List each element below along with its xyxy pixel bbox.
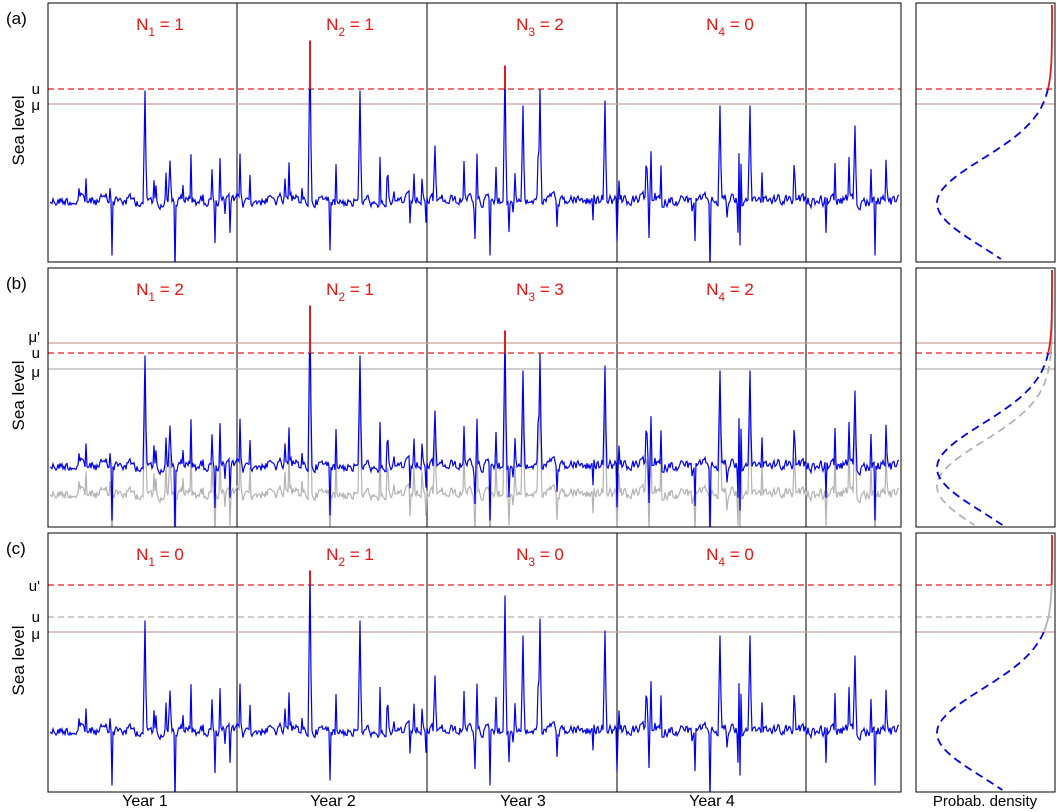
reference-series-line (49, 333, 900, 527)
threshold-label-3: μ (31, 364, 40, 381)
panel-1: uμ (a) Sea level N1 = 1 N2 = 1 N3 = 2 N4 = 0 (6, 2, 1056, 263)
x-axis: Year 1 Year 2 Year 3 Year 4 Probab. dens… (122, 793, 1037, 810)
threshold-label-1: u (32, 81, 40, 98)
density-tail-curve (1047, 5, 1053, 90)
threshold-label-1: μ' (28, 329, 40, 346)
year-count-4: N4 = 2 (706, 280, 754, 304)
sea-level-series-line (49, 305, 900, 527)
density-tail-curve (1047, 270, 1053, 353)
threshold-label-2: u (32, 345, 40, 362)
density-frame (915, 267, 1056, 528)
sea-level-series-line (49, 40, 900, 262)
year-count-2: N2 = 1 (326, 545, 374, 569)
year-count-4: N4 = 0 (706, 15, 754, 39)
y-axis-label: Sea level (9, 626, 28, 696)
sea-level-series-line (49, 570, 900, 792)
year-count-1: N1 = 2 (136, 280, 184, 304)
x-tick-label-year-2: Year 2 (310, 793, 356, 810)
year-count-1: N1 = 1 (136, 15, 184, 39)
x-tick-label-year-3: Year 3 (500, 793, 546, 810)
time-series-frame (47, 2, 902, 263)
threshold-label-2: μ (31, 97, 40, 114)
year-count-2: N2 = 1 (326, 280, 374, 304)
density-middle-curve (1043, 584, 1053, 632)
panel-label: (b) (6, 274, 27, 293)
reference-density-body (936, 352, 1052, 526)
time-series-frame (47, 532, 902, 793)
density-xlabel: Probab. density (933, 793, 1038, 810)
year-count-1: N1 = 0 (136, 545, 184, 569)
x-tick-label-year-1: Year 1 (122, 793, 168, 810)
y-axis-label: Sea level (9, 96, 28, 166)
year-count-4: N4 = 0 (706, 545, 754, 569)
density-frame (915, 2, 1056, 263)
density-body-curve (936, 88, 1049, 260)
density-body-curve (936, 631, 1045, 791)
time-series-frame (47, 267, 902, 528)
threshold-label-3: μ (31, 626, 40, 643)
year-count-3: N3 = 2 (516, 15, 564, 39)
panel-label: (c) (6, 539, 26, 558)
y-axis-label: Sea level (9, 361, 28, 431)
panel-2: μ'uμ (b) Sea level N1 = 2 N2 = 1 N3 = 3 N4 = 2 (6, 267, 1056, 528)
x-tick-label-year-4: Year 4 (689, 793, 735, 810)
threshold-label-2: u (32, 609, 40, 626)
panel-3: u' uμ (c) Sea level N1 = 0 N2 = 1 N3 = 0 N4 = 0 (6, 532, 1056, 793)
year-count-3: N3 = 3 (516, 280, 564, 304)
year-count-3: N3 = 0 (516, 545, 564, 569)
threshold-label-1: u' (29, 578, 40, 595)
density-body-curve (936, 352, 1050, 526)
density-frame (915, 532, 1056, 793)
panel-label: (a) (6, 9, 27, 28)
year-count-2: N2 = 1 (326, 15, 374, 39)
